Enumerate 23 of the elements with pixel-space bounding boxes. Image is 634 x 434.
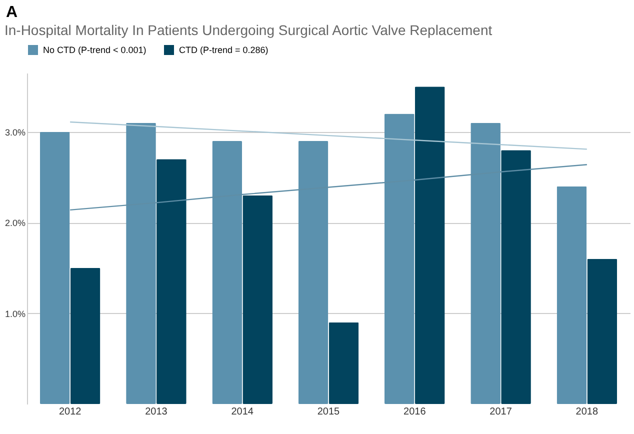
x-tick-label: 2015 [317, 406, 340, 418]
chart-title: In-Hospital Mortality In Patients Undergoing Surgical Aortic Valve Replacement [4, 22, 492, 38]
bar [501, 150, 531, 404]
bar [587, 258, 618, 404]
x-tick-label: 2017 [490, 406, 512, 418]
y-tick-label: 2.0% [4, 218, 26, 228]
bar [156, 159, 186, 404]
line-series [69, 121, 588, 150]
y-tick-label: 1.0% [4, 308, 26, 319]
x-tick-label: 2012 [58, 406, 82, 418]
bar [556, 186, 587, 404]
x-tick-label: 2013 [145, 406, 168, 418]
bar [242, 195, 273, 404]
text: A [5, 3, 19, 22]
y-tick-label: 3.0% [4, 127, 26, 138]
bar [70, 268, 100, 404]
x-tick-label: 2016 [404, 406, 426, 418]
x-tick-label: 2018 [576, 406, 598, 418]
bar [414, 86, 445, 404]
legend-label: CTD (P-trend = 0.286) [179, 45, 268, 55]
bar [328, 322, 359, 404]
x-tick-label: 2014 [231, 406, 254, 418]
legend-label: No CTD (P-trend < 0.001) [43, 45, 146, 55]
